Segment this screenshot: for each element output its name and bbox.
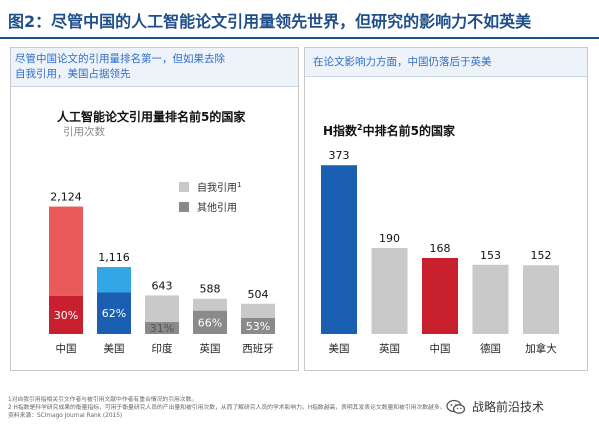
category-label: 加拿大: [525, 342, 557, 355]
self-citation-share-label: 62%: [102, 307, 126, 320]
watermark-text: 战略前沿技术: [472, 400, 545, 414]
hindex-bar: [472, 264, 509, 334]
right-bar-chart: 373 美国 190 英国 168 中国 153 德国 152 加拿大: [321, 149, 559, 355]
left-heading-line1: 尽管中国论文的引用量排名第一，但如果去除: [15, 53, 225, 65]
right-title-suffix: 中排名前5的国家: [362, 124, 455, 138]
category-label: 英国: [379, 342, 400, 355]
bar-value-label: 190: [379, 232, 400, 245]
legend-swatch: [179, 202, 189, 212]
bar-value-label: 643: [152, 279, 173, 292]
bar-value-label: 504: [248, 288, 269, 301]
bar-self-citations: [49, 295, 83, 334]
bar-value-label: 168: [430, 242, 451, 255]
bar-value-label: 153: [480, 249, 501, 262]
category-label: 德国: [480, 342, 501, 355]
right-heading-text: 在论文影响力方面，中国仍落后于英美: [313, 56, 492, 68]
watermark: 战略前沿技术: [446, 398, 544, 415]
self-citation-share-label: 53%: [246, 320, 270, 333]
self-citation-share-label: 66%: [198, 316, 222, 329]
category-label: 英国: [200, 342, 221, 355]
bar-self-citations: [97, 292, 131, 334]
source-note: 资料来源：SCImago Journal Rank (2015): [8, 413, 123, 419]
hindex-bar: [371, 248, 408, 334]
category-label: 美国: [104, 342, 125, 355]
bar-other-citations: [241, 303, 275, 318]
left-bar-chart: 2,124 30% 中国 1,116 62% 美国 643 31% 印度 588 66% 英国 504 5…: [49, 181, 275, 355]
hindex-bar: [523, 265, 559, 334]
bar-value-label: 1,116: [98, 251, 130, 264]
left-heading-line2: 自我引用，美国占据领先: [15, 68, 131, 80]
legend-label: 其他引用: [197, 201, 237, 214]
footnote-1: 1对自我引用指相关引文作者与被引用文献中作者有重合情况的引用次数。: [8, 397, 198, 403]
page-title: 图2：尽管中国的人工智能论文引用量领先世界，但研究的影响力不如英美: [8, 12, 532, 31]
left-chart-subtitle: 引用次数: [63, 126, 105, 138]
bar-self-citations: [145, 322, 179, 334]
self-citation-share-label: 30%: [54, 309, 78, 322]
right-title-prefix: H指数: [323, 124, 358, 138]
category-label: 中国: [56, 342, 77, 355]
self-citation-share-label: 31%: [150, 322, 174, 335]
hindex-bar: [422, 257, 458, 334]
left-chart-panel: 尽管中国论文的引用量排名第一，但如果去除 自我引用，美国占据领先 人工智能论文引…: [10, 47, 299, 371]
bar-value-label: 588: [200, 283, 221, 296]
bar-other-citations: [193, 298, 227, 311]
legend-label: 自我引用1: [197, 181, 241, 194]
right-chart-panel: 在论文影响力方面，中国仍落后于英美 H指数2中排名前5的国家 373 美国 190 英…: [304, 47, 588, 371]
legend-superscript: 1: [237, 181, 241, 189]
footnotes: 1对自我引用指相关引文作者与被引用文献中作者有重合情况的引用次数。 2 H指数是…: [8, 396, 445, 420]
right-title-superscript: 2: [357, 123, 363, 132]
left-chart-title: 人工智能论文引用量排名前5的国家: [57, 110, 246, 124]
wechat-icon: [446, 399, 466, 415]
bar-self-citations: [241, 317, 275, 334]
bar-other-citations: [49, 206, 83, 296]
bar-value-label: 152: [531, 249, 552, 262]
bar-value-label: 2,124: [50, 191, 82, 204]
right-panel-heading: 在论文影响力方面，中国仍落后于英美: [305, 48, 587, 77]
category-label: 印度: [152, 342, 173, 355]
title-divider: [0, 37, 599, 39]
category-label: 中国: [430, 342, 451, 355]
legend-swatch: [179, 182, 189, 192]
bar-other-citations: [145, 295, 179, 323]
bar-self-citations: [193, 310, 227, 334]
category-label: 西班牙: [242, 343, 274, 355]
bar-other-citations: [97, 267, 131, 293]
hindex-bar: [321, 165, 357, 334]
footnote-2: 2 H指数是科学研究成果的衡量指标，可用于衡量研究人员的产出量和被引用次数，从而…: [8, 405, 446, 411]
bar-value-label: 373: [329, 149, 350, 162]
category-label: 美国: [329, 342, 350, 355]
left-panel-heading: 尽管中国论文的引用量排名第一，但如果去除 自我引用，美国占据领先: [11, 48, 298, 87]
right-chart-title: H指数2中排名前5的国家: [323, 122, 455, 139]
title-bar: 图2：尽管中国的人工智能论文引用量领先世界，但研究的影响力不如英美: [0, 0, 599, 36]
